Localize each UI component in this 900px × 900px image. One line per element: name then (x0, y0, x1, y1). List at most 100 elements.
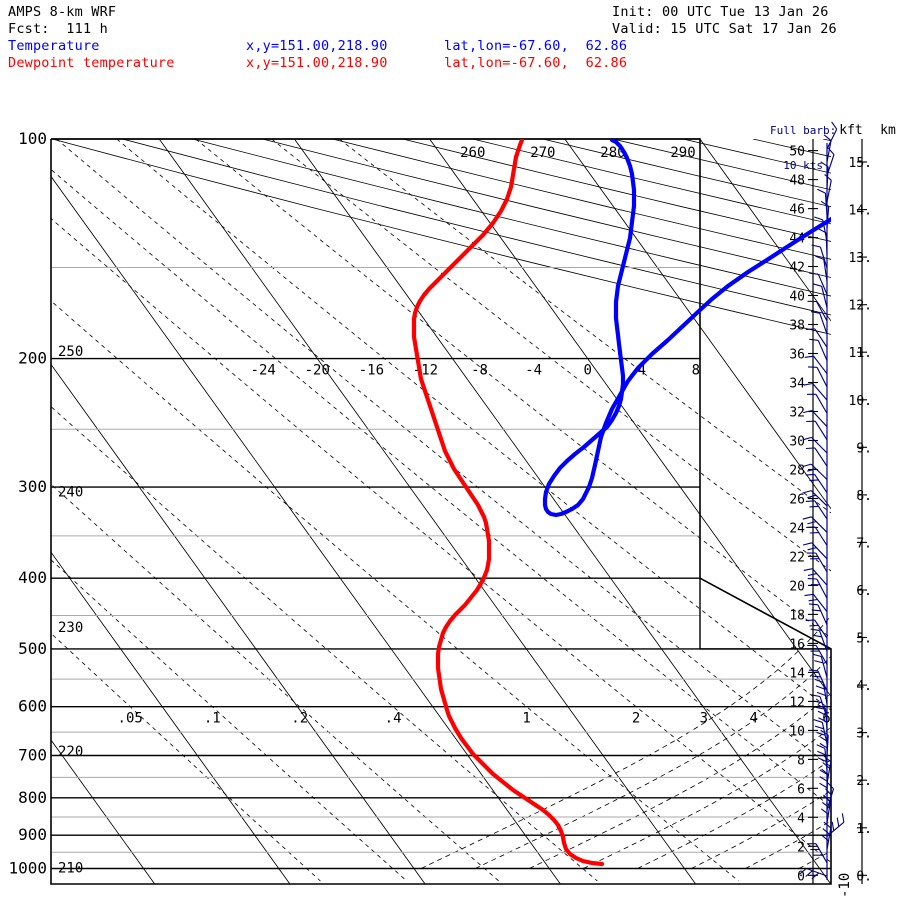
init-time: Init: 00 UTC Tue 13 Jan 26 (612, 4, 829, 20)
pressure-tick-label: 800 (18, 788, 47, 807)
wind-barb-flag (808, 598, 818, 602)
isotherm (429, 139, 831, 698)
pressure-tick-label: 1000 (8, 859, 47, 878)
kft-tick-label: 16 (789, 637, 805, 652)
wind-barb (814, 474, 828, 494)
moist-adiabat (529, 692, 831, 869)
mixing-ratio-line (51, 559, 407, 882)
wind-barb (811, 436, 828, 454)
frame-outline (50, 138, 832, 885)
wind-barb-flag (811, 675, 821, 678)
theta-left-label: 230 (58, 620, 83, 636)
isotherm (0, 139, 20, 884)
altitude-axes: kft km02468101214161820222426283032343638… (789, 123, 896, 884)
model-title: AMPS 8-km WRF (8, 4, 117, 20)
mixing-ratio-label: 2 (632, 711, 640, 727)
mixing-ratio-label: .2 (291, 711, 308, 727)
theta-top-label: 290 (670, 145, 695, 161)
km-axis-header: km (880, 123, 896, 138)
frame-step (699, 578, 831, 650)
km-tick-label: 8. (856, 489, 872, 504)
kft-tick-label: 20 (789, 579, 805, 594)
pressure-tick-label: 200 (18, 349, 47, 368)
temperature-legend-label: Temperature (8, 38, 100, 54)
wind-barb (826, 180, 832, 203)
km-tick-label: 13. (849, 251, 872, 266)
wind-barb (824, 748, 828, 771)
wind-barb (826, 761, 832, 784)
kft-tick-label: 46 (789, 203, 805, 218)
temperature-tick-label: 0 (583, 363, 591, 379)
km-tick-label: 7. (856, 536, 872, 551)
pressure-tick-label: 400 (18, 568, 47, 587)
wind-barb-flag (805, 473, 815, 476)
isotherm-labels: -10 (837, 873, 853, 898)
km-tick-label: 2. (856, 774, 872, 789)
forecast-hour: Fcst: 111 h (8, 21, 108, 37)
mixing-ratio-line (51, 406, 598, 882)
wind-barb (812, 568, 828, 586)
wind-barb-flag (814, 725, 824, 730)
wind-barb-flag (807, 494, 817, 499)
wind-barb-flag (802, 516, 812, 520)
wind-barb-flag (816, 731, 826, 736)
km-tick-label: 10. (849, 394, 872, 409)
kft-tick-label: 32 (789, 405, 805, 420)
kft-tick-label: 34 (789, 377, 805, 392)
dewpoint-latlon: lat,lon=-67.60, 62.86 (444, 55, 628, 71)
wind-barb-flag (816, 691, 826, 697)
wind-barb (820, 656, 828, 678)
mixing-ratio-line (339, 139, 831, 514)
mixing-ratio-label: .1 (204, 711, 221, 727)
km-tick-label: 5. (856, 632, 872, 647)
kft-tick-label: 38 (789, 319, 805, 334)
wind-barb-flag (820, 161, 829, 168)
theta-top-label: 260 (460, 145, 485, 161)
km-tick-label: 1. (856, 822, 872, 837)
wind-barb (815, 394, 828, 414)
dry-adiabat (262, 139, 831, 278)
wind-barb (812, 593, 828, 612)
wind-barb-flag (805, 328, 815, 330)
isotherm-right-label: -10 (837, 873, 853, 898)
wind-barb-flag (803, 568, 813, 571)
wind-barb-flag (809, 505, 819, 508)
wind-barb-flag (812, 283, 822, 287)
wind-barb-flag (823, 821, 832, 829)
km-tick-label: 12. (849, 299, 872, 314)
wind-barb (826, 166, 829, 189)
wind-barb (824, 193, 828, 216)
wind-barb-flag (809, 272, 819, 275)
temperature-latlon: lat,lon=-67.60, 62.86 (444, 38, 628, 54)
wind-barb (816, 367, 828, 388)
wind-barb-flag (810, 694, 821, 698)
kft-tick-label: 8 (797, 753, 805, 768)
wind-barb-flag (803, 382, 813, 386)
kft-tick-label: 26 (789, 492, 805, 507)
mixing-ratio-labels: .05.1.2.4 1 2 3 4 6 (118, 711, 831, 727)
isotherm (158, 139, 696, 884)
wind-barb-flag (814, 660, 824, 664)
wind-barb (817, 670, 828, 692)
wind-barb (816, 578, 828, 599)
wind-barb-flag (821, 834, 829, 842)
isobars-group (51, 138, 831, 870)
km-tick-label: 4. (856, 679, 872, 694)
wind-barb-flag (831, 821, 835, 831)
valid-time: Valid: 15 UTC Sat 17 Jan 26 (612, 21, 837, 37)
mixing-ratio-line (116, 139, 831, 711)
km-tick-label: 6. (856, 584, 872, 599)
wind-barb-flag (805, 619, 815, 622)
wind-barb (821, 286, 828, 308)
wind-barb-flag (814, 216, 823, 221)
mixing-ratio-label: .4 (385, 711, 402, 727)
mixing-ratio-label: .05 (118, 711, 143, 727)
pressure-tick-label: 700 (18, 746, 47, 765)
sounding-traces (411, 139, 831, 867)
temperature-tick-label: -16 (359, 363, 384, 379)
wind-barb-flag (807, 547, 817, 551)
wind-barb-flag (813, 719, 823, 723)
km-tick-label: 3. (856, 727, 872, 742)
barb-legend-line1: Full barb: (770, 124, 837, 137)
wind-barb-flag (810, 311, 820, 314)
